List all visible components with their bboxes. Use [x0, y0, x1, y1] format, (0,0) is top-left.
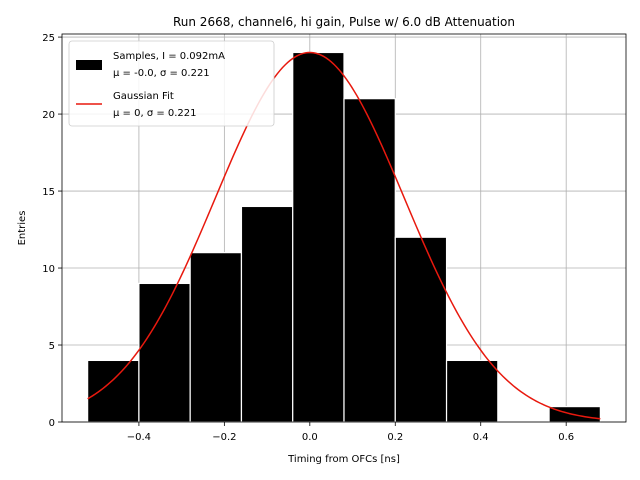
histogram-bars	[87, 51, 601, 423]
histogram-bar	[138, 282, 191, 423]
legend-stats-samples: μ = -0.0, σ = 0.221	[113, 68, 210, 79]
legend: Samples, I = 0.092mA μ = -0.0, σ = 0.221…	[68, 40, 275, 127]
histogram-bar	[445, 359, 499, 423]
y-axis-ticks: 0 5 10 15 20 25	[42, 33, 62, 429]
legend-label-samples: Samples, I = 0.092mA	[113, 51, 225, 62]
histogram-bar	[292, 51, 345, 423]
histogram-bar	[394, 236, 448, 423]
histogram-bar	[87, 359, 140, 423]
plot-frame	[61, 33, 627, 423]
y-tick-label: 10	[42, 264, 55, 275]
y-tick-label: 5	[49, 341, 55, 352]
histogram-bar	[240, 205, 294, 423]
x-tick-label: −0.4	[127, 432, 151, 443]
gaussian-fit-curve	[87, 51, 601, 420]
y-tick-label: 0	[49, 418, 55, 429]
x-axis-label: Timing from OFCs [ns]	[287, 454, 400, 465]
legend-swatch-samples	[76, 60, 102, 70]
x-tick-label: 0.4	[473, 432, 489, 443]
y-tick-label: 15	[42, 187, 55, 198]
y-tick-label: 25	[42, 33, 55, 44]
x-axis-ticks: −0.4 −0.2 0.0 0.2 0.4 0.6	[127, 422, 574, 443]
x-tick-label: 0.6	[558, 432, 574, 443]
legend-label-fit: Gaussian Fit	[113, 91, 174, 102]
y-tick-label: 20	[42, 110, 55, 121]
histogram-bar	[189, 252, 243, 423]
legend-stats-fit: μ = 0, σ = 0.221	[113, 108, 197, 119]
x-tick-label: 0.2	[387, 432, 403, 443]
legend-box	[68, 40, 275, 127]
histogram-bar	[343, 98, 396, 423]
chart-title: Run 2668, channel6, hi gain, Pulse w/ 6.…	[173, 15, 515, 29]
x-tick-label: 0.0	[302, 432, 318, 443]
y-axis-label: Entries	[17, 211, 28, 246]
x-tick-label: −0.2	[212, 432, 236, 443]
